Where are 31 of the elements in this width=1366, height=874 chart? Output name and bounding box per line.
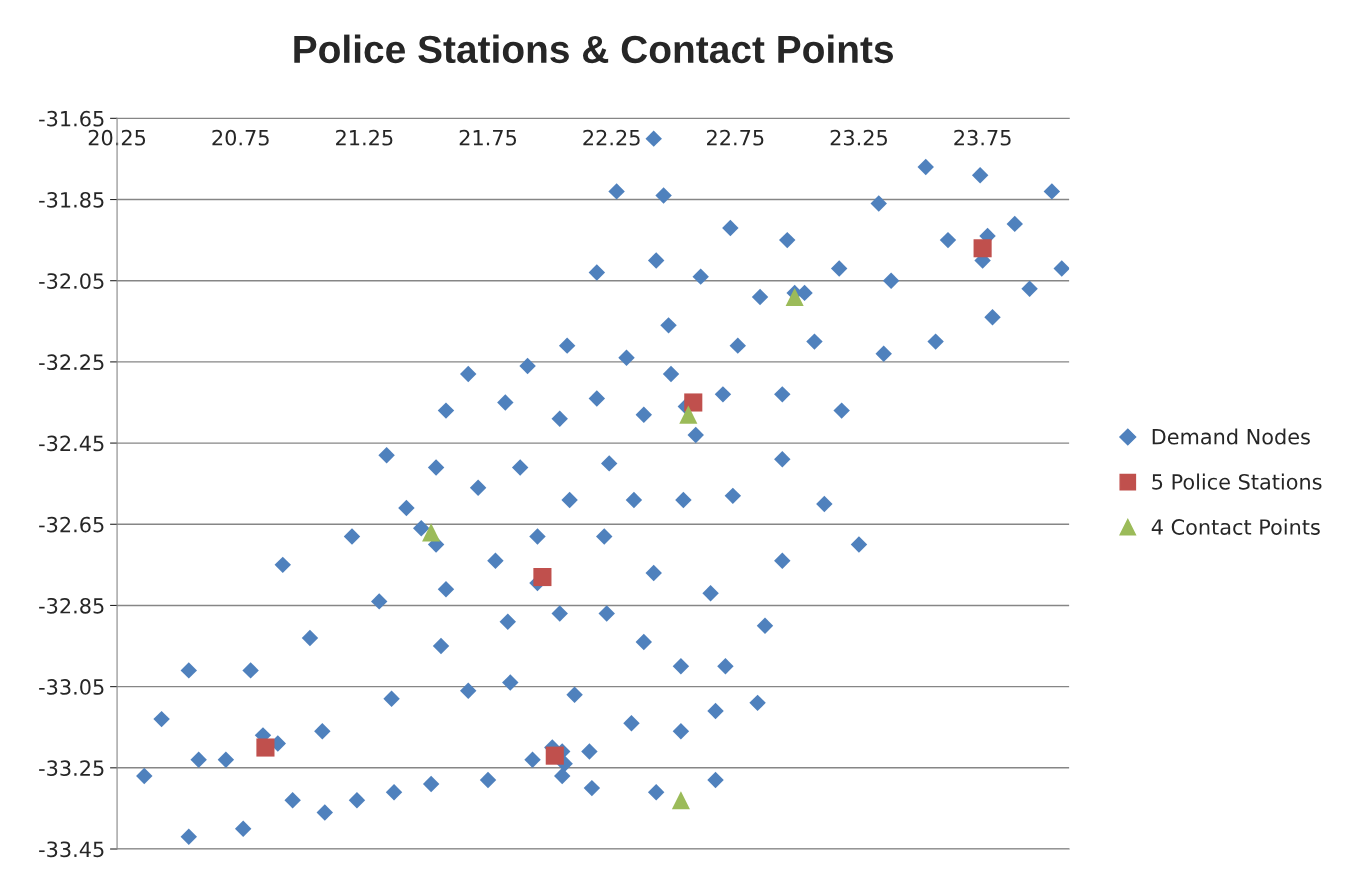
point (533, 567, 552, 587)
x-tick-label: 23.25 (830, 129, 887, 146)
x-tick-label: 20.25 (88, 129, 146, 146)
x-tick-label: 22.75 (707, 129, 764, 146)
y-tick-label: -33.05 (39, 679, 104, 695)
point (684, 393, 703, 412)
y-tick-label: -33.25 (39, 760, 104, 777)
point (256, 738, 275, 757)
y-tick-label: -32.25 (39, 354, 104, 371)
y-tick-label: -31.85 (39, 191, 104, 208)
y-tick-label: -32.05 (39, 273, 104, 289)
x-tick-label: 21.25 (336, 129, 393, 146)
y-tick-label: -33.45 (39, 841, 104, 858)
x-tick-label: 21.75 (459, 129, 517, 146)
x-tick-label: 20.75 (212, 129, 269, 146)
x-tick-label: 22.25 (583, 129, 640, 146)
chart-title: Police Stations & Contact Points (294, 34, 893, 64)
legend-label: 4 Contact Points (1151, 518, 1320, 535)
point (671, 791, 690, 810)
point (973, 239, 992, 258)
point (545, 746, 564, 765)
legend-label: Demand Nodes (1152, 428, 1310, 445)
x-tick-label: 23.75 (954, 129, 1011, 146)
point (785, 287, 804, 306)
y-tick-label: -32.45 (39, 435, 104, 452)
point (679, 405, 698, 424)
y-tick-label: -32.65 (39, 516, 104, 533)
legend-label: 5 Police Stations (1152, 473, 1322, 490)
y-tick-label: -31.65 (39, 110, 104, 127)
y-tick-label: -32.85 (39, 597, 104, 614)
point (422, 523, 441, 542)
